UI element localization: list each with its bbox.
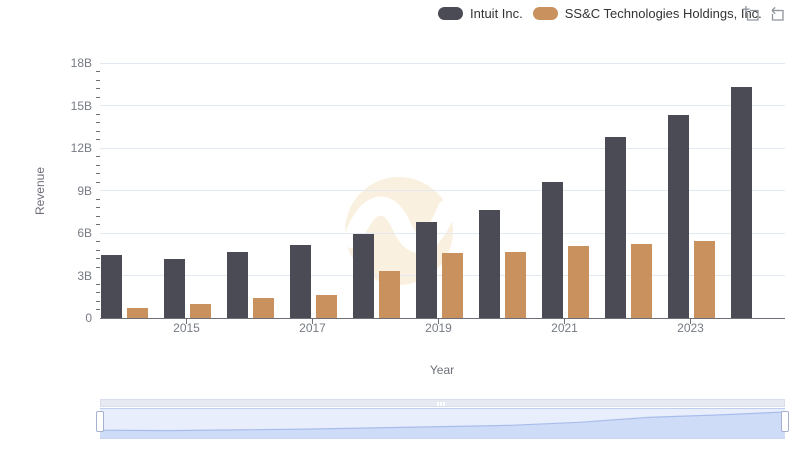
bar-intuit-2019[interactable] (416, 221, 437, 318)
bar-ssnc-2017[interactable] (316, 294, 337, 318)
x-tick-2023 (690, 319, 691, 324)
bar-intuit-2015[interactable] (164, 258, 185, 318)
y-minor-tick (96, 258, 100, 259)
y-tick-label-0: 0 (85, 311, 92, 325)
bar-intuit-2017[interactable] (290, 245, 311, 318)
toolbox (742, 5, 786, 24)
y-tick-label-9B: 9B (77, 183, 92, 198)
y-minor-tick (96, 266, 100, 268)
bar-intuit-2016[interactable] (227, 252, 248, 318)
y-minor-tick (96, 88, 100, 89)
y-minor-tick (96, 300, 100, 302)
bar-ssnc-2023[interactable] (694, 240, 715, 318)
bar-intuit-2020[interactable] (479, 209, 500, 318)
y-minor-tick (96, 96, 100, 98)
y-minor-tick (96, 309, 100, 310)
y-minor-tick (96, 130, 100, 132)
bar-ssnc-2019[interactable] (442, 252, 463, 318)
bar-intuit-2024[interactable] (731, 87, 752, 318)
gridline-6B (100, 232, 785, 234)
box-zoom-icon[interactable] (742, 5, 761, 24)
y-minor-tick (96, 207, 100, 208)
legend-swatch-icon (438, 7, 463, 20)
legend-swatch-icon (532, 7, 558, 20)
y-tick-label-6B: 6B (77, 226, 92, 240)
navigator-left-handle[interactable] (96, 411, 104, 432)
scrollbar-grip-icon[interactable] (437, 401, 445, 406)
bar-intuit-2014[interactable] (101, 254, 122, 318)
y-axis-title: Revenue (33, 166, 47, 216)
x-axis-line (100, 318, 785, 319)
y-minor-tick (96, 283, 100, 285)
bar-ssnc-2014[interactable] (127, 308, 148, 318)
bar-ssnc-2016[interactable] (253, 298, 274, 318)
y-minor-tick (96, 241, 100, 242)
y-minor-tick (96, 139, 100, 140)
navigator-scrollbar[interactable] (100, 399, 785, 407)
x-tick-label-2015: 2015 (173, 321, 200, 335)
y-minor-tick (96, 113, 100, 115)
legend-item-intuit[interactable]: Intuit Inc. (438, 6, 523, 21)
navigator-right-handle[interactable] (781, 411, 789, 432)
navigator-area-chart (99, 411, 786, 438)
bar-ssnc-2015[interactable] (190, 303, 211, 318)
bar-ssnc-2022[interactable] (631, 243, 652, 318)
bar-ssnc-2021[interactable] (568, 246, 589, 318)
y-minor-tick (96, 164, 100, 166)
y-minor-tick (96, 181, 100, 183)
y-tick-label-18B: 18B (70, 56, 92, 70)
gridline-15B (100, 105, 785, 106)
y-tick-label-12B: 12B (70, 141, 92, 155)
y-minor-tick (96, 173, 100, 174)
legend-label: SS&C Technologies Holdings, Inc. (564, 6, 762, 21)
bar-ssnc-2018[interactable] (379, 270, 400, 318)
y-minor-tick (96, 292, 100, 293)
y-minor-tick (96, 122, 100, 123)
bar-intuit-2022[interactable] (605, 137, 626, 318)
x-tick-2021 (564, 319, 565, 324)
legend-item-ssnc[interactable]: SS&C Technologies Holdings, Inc. (532, 6, 762, 21)
y-minor-tick (96, 215, 100, 217)
x-tick-label-2019: 2019 (425, 321, 452, 335)
y-tick-label-15B: 15B (70, 98, 92, 113)
legend-label: Intuit Inc. (470, 6, 523, 21)
bar-intuit-2018[interactable] (353, 233, 374, 318)
y-minor-tick (96, 71, 100, 72)
x-axis-title: Year (429, 363, 455, 377)
x-tick-label-2021: 2021 (551, 321, 578, 335)
gridline-18B (100, 62, 785, 64)
gridline-12B (100, 147, 785, 149)
gridline-9B (100, 190, 785, 191)
x-tick-label-2017: 2017 (299, 321, 326, 335)
legend: Intuit Inc. SS&C Technologies Holdings, I… (438, 6, 762, 21)
x-tick-2015 (186, 319, 187, 324)
y-minor-tick (96, 198, 100, 200)
x-tick-2019 (438, 319, 439, 324)
bar-intuit-2021[interactable] (542, 182, 563, 318)
x-tick-label-2023: 2023 (677, 321, 704, 335)
y-tick-label-3B: 3B (77, 268, 92, 283)
y-minor-tick (96, 156, 100, 157)
restore-zoom-icon[interactable] (767, 5, 786, 24)
y-minor-tick (96, 224, 100, 225)
y-minor-tick (96, 79, 100, 81)
navigator-track[interactable] (99, 408, 786, 439)
bar-intuit-2023[interactable] (668, 114, 689, 318)
x-tick-2017 (312, 319, 313, 324)
y-minor-tick (96, 249, 100, 251)
bar-ssnc-2020[interactable] (505, 252, 526, 318)
